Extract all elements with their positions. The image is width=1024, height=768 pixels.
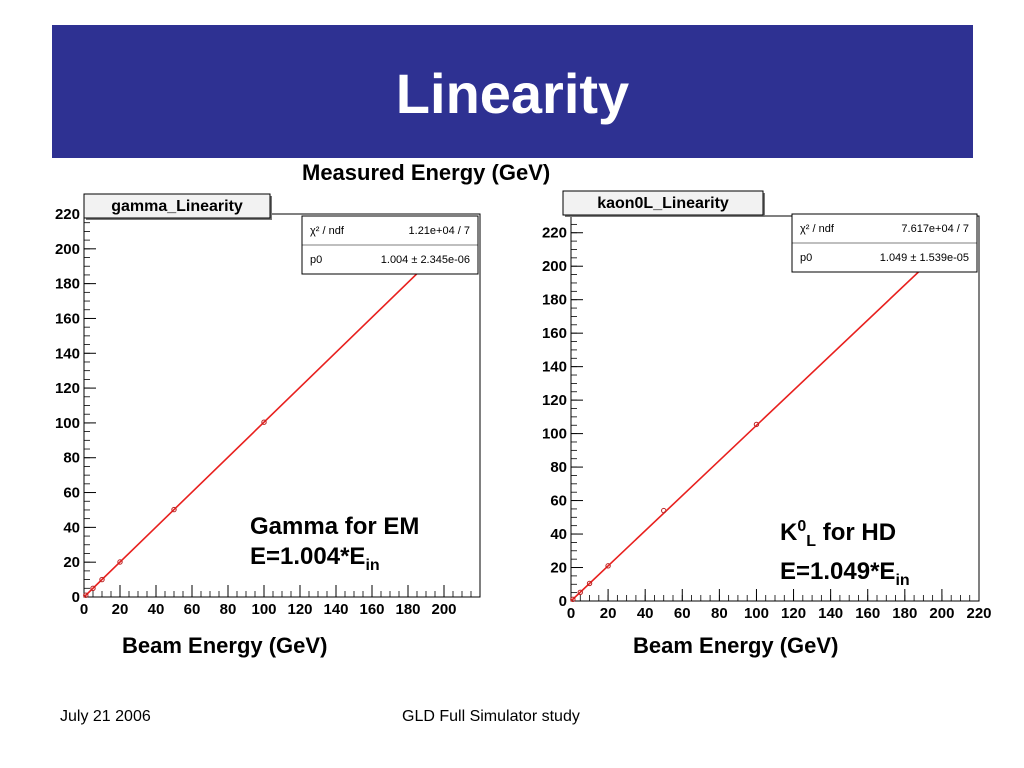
kaon-x-tick-label: 60 — [674, 605, 691, 622]
kaon-x-tick-label: 40 — [637, 605, 654, 622]
gamma-x-tick-label: 40 — [148, 601, 165, 618]
gamma-y-tick-label: 160 — [55, 310, 80, 327]
gamma-y-tick-label: 140 — [55, 345, 80, 362]
gamma-x-tick-label: 200 — [431, 601, 456, 618]
footer-date: July 21 2006 — [60, 708, 151, 725]
gamma-y-tick-label: 80 — [63, 450, 80, 467]
footer-study: GLD Full Simulator study — [402, 708, 580, 725]
kaon-annotation-line2: E=1.049*Ein — [780, 557, 910, 596]
kaon-annotation-rest: for HD — [816, 519, 897, 546]
y-axis-label: Measured Energy (GeV) — [302, 160, 551, 185]
kaon-x-tick-label: 0 — [567, 605, 575, 622]
kaon-hist-title: kaon0L_Linearity — [597, 195, 729, 212]
gamma-x-tick-label: 20 — [112, 601, 129, 618]
kaon-chart: 0 20 40 60 80 100 120 140 160 180 200 220 0 20 40 60 80 1… — [542, 190, 992, 622]
kaon-x-tick-label: 120 — [781, 605, 806, 622]
kaon-x-tick-label: 100 — [744, 605, 769, 622]
kaon-fit-line — [570, 249, 943, 602]
gamma-y-tick-label: 120 — [55, 380, 80, 397]
kaon-data-point — [577, 589, 583, 595]
gamma-stats-label: p0 — [310, 254, 322, 266]
gamma-annotation-subscript: in — [365, 556, 380, 574]
gamma-data-point — [90, 585, 96, 591]
gamma-y-tick-label: 180 — [55, 276, 80, 293]
kaon-y-tick-label: 200 — [542, 258, 567, 275]
kaon-x-tick-label: 180 — [892, 605, 917, 622]
gamma-x-tick-label: 100 — [251, 601, 276, 618]
kaon-y-tick-label: 20 — [550, 560, 567, 577]
kaon-title-box — [562, 190, 764, 216]
gamma-stats-label: χ² / ndf — [310, 225, 345, 237]
kaon-y-tick-label: 160 — [542, 325, 567, 342]
x-axis-label-kaon: Beam Energy (GeV) — [633, 633, 839, 658]
kaon-data-point — [586, 580, 593, 587]
kaon-stats-value: 1.049 ± 1.539e-05 — [880, 252, 969, 264]
gamma-y-tick-label: 40 — [63, 519, 80, 536]
gamma-data-point — [261, 419, 267, 425]
gamma-hist-title: gamma_Linearity — [111, 198, 243, 215]
kaon-annotation-sub: L — [806, 532, 817, 550]
gamma-y-tick-label: 200 — [55, 241, 80, 258]
gamma-data-point — [99, 576, 105, 583]
kaon-y-tick-label: 120 — [542, 392, 567, 409]
gamma-data-point — [171, 506, 177, 513]
kaon-x-tick-label: 140 — [818, 605, 843, 622]
gamma-stats-value: 1.21e+04 / 7 — [409, 225, 470, 237]
gamma-title-box — [83, 193, 271, 219]
gamma-y-tick-label: 100 — [55, 415, 80, 432]
kaon-annotation-k: K — [780, 519, 798, 546]
kaon-y-tick-label: 180 — [542, 292, 567, 309]
kaon-x-tick-label: 80 — [711, 605, 728, 622]
kaon-stats-value: 7.617e+04 / 7 — [901, 223, 969, 235]
gamma-x-tick-label: 120 — [287, 601, 312, 618]
gamma-stats-value: 1.004 ± 2.345e-06 — [381, 254, 470, 266]
kaon-y-tick-label: 60 — [550, 493, 567, 510]
gamma-x-tick-label: 140 — [323, 601, 348, 618]
kaon-y-tick-label: 80 — [550, 459, 567, 476]
kaon-data-point — [570, 596, 576, 603]
kaon-y-tick-label: 0 — [559, 593, 567, 610]
x-axis-label-gamma: Beam Energy (GeV) — [122, 633, 328, 658]
slide-title: Linearity — [395, 62, 630, 125]
gamma-annotation-formula: E=1.004*E — [250, 543, 366, 570]
gamma-chart: 0 20 40 60 80 100 120 140 160 180 200 0 20 40 60 80 100 1… — [55, 193, 481, 618]
kaon-annotation-sup: 0 — [797, 518, 807, 535]
kaon-y-tick-label: 40 — [550, 526, 567, 543]
kaon-x-tick-label: 220 — [966, 605, 991, 622]
kaon-stats-label: p0 — [800, 252, 812, 264]
gamma-y-tick-label: 220 — [55, 206, 80, 223]
kaon-data-point — [753, 421, 760, 428]
kaon-x-tick-label: 20 — [600, 605, 617, 622]
kaon-annotation-formula: E=1.049*E — [780, 557, 896, 585]
kaon-stats-label: χ² / ndf — [800, 223, 835, 235]
kaon-data-point — [605, 563, 611, 569]
gamma-x-tick-label: 80 — [220, 601, 237, 618]
gamma-y-tick-label: 20 — [63, 554, 80, 571]
gamma-x-tick-label: 160 — [359, 601, 384, 618]
gamma-y-tick-label: 60 — [63, 485, 80, 502]
kaon-x-tick-label: 200 — [929, 605, 954, 622]
gamma-x-tick-label: 180 — [395, 601, 420, 618]
kaon-y-tick-label: 220 — [542, 225, 567, 242]
gamma-x-tick-label: 0 — [80, 601, 88, 618]
title-bar: Linearity — [52, 25, 973, 158]
gamma-fit-line — [83, 246, 445, 598]
gamma-data-point — [83, 592, 89, 598]
gamma-data-point — [117, 559, 123, 565]
kaon-annotation: K0L for HD E=1.049*Ein — [780, 512, 910, 596]
kaon-x-tick-label: 160 — [855, 605, 880, 622]
gamma-x-tick-label: 60 — [184, 601, 201, 618]
kaon-annotation-subscript: in — [895, 571, 910, 589]
gamma-y-tick-label: 0 — [72, 589, 80, 606]
kaon-data-point — [661, 507, 667, 514]
gamma-annotation: Gamma for EM E=1.004*Ein — [250, 512, 419, 581]
kaon-y-tick-label: 100 — [542, 426, 567, 443]
gamma-annotation-line1: Gamma for EM — [250, 513, 420, 540]
kaon-annotation-line1: K0L for HD — [780, 512, 910, 557]
kaon-y-tick-label: 140 — [542, 359, 567, 376]
gamma-annotation-line2: E=1.004*Ein — [250, 542, 419, 581]
